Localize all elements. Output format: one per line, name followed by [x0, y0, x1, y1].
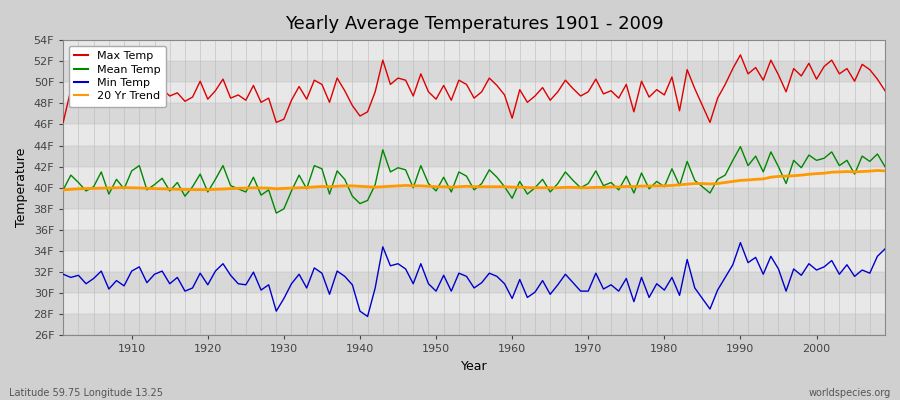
Bar — [63, 272, 885, 293]
Bar — [63, 124, 885, 146]
Legend: Max Temp, Mean Temp, Min Temp, 20 Yr Trend: Max Temp, Mean Temp, Min Temp, 20 Yr Tre… — [68, 46, 166, 107]
Bar — [63, 167, 885, 188]
Bar — [63, 82, 885, 103]
Bar — [63, 251, 885, 272]
Bar — [63, 209, 885, 230]
Bar — [63, 314, 885, 336]
Text: worldspecies.org: worldspecies.org — [809, 388, 891, 398]
Bar — [63, 40, 885, 61]
Bar — [63, 146, 885, 167]
Text: Latitude 59.75 Longitude 13.25: Latitude 59.75 Longitude 13.25 — [9, 388, 163, 398]
Bar — [63, 103, 885, 124]
X-axis label: Year: Year — [461, 360, 488, 373]
Title: Yearly Average Temperatures 1901 - 2009: Yearly Average Temperatures 1901 - 2009 — [284, 15, 663, 33]
Bar — [63, 293, 885, 314]
Bar — [63, 61, 885, 82]
Bar — [63, 188, 885, 209]
Bar — [63, 230, 885, 251]
Y-axis label: Temperature: Temperature — [15, 148, 28, 228]
